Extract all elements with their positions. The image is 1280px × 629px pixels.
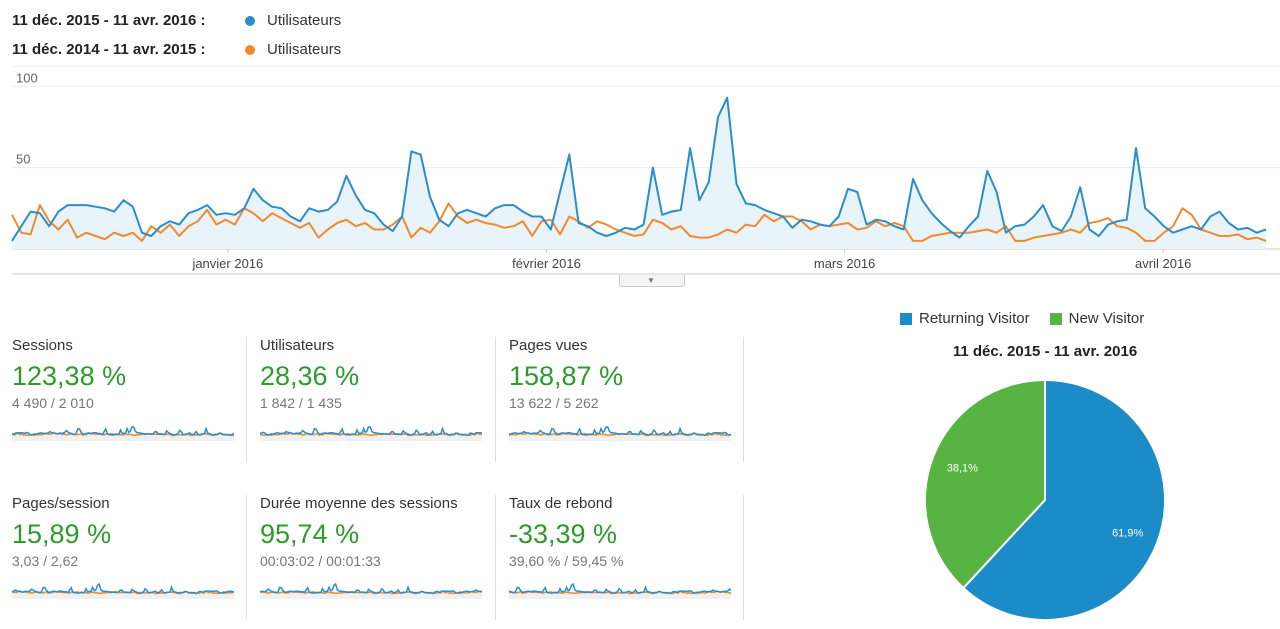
metric-sparkline	[260, 582, 482, 599]
pie-legend: Returning Visitor New Visitor	[900, 310, 1164, 327]
metric-name: Pages/session	[12, 495, 110, 512]
metric-change: -33,39 %	[509, 519, 618, 549]
legend-previous: 11 déc. 2014 - 11 avr. 2015 : Utilisateu…	[12, 41, 341, 58]
metric-change: 28,36 %	[260, 361, 360, 391]
sparkline-band	[509, 433, 731, 441]
metric-pages-per-session[interactable]: Pages/session 15,89 % 3,03 / 2,62	[12, 495, 246, 599]
metric-name: Taux de rebond	[509, 495, 613, 512]
sparkline-current	[260, 426, 482, 437]
sparkline-current	[12, 582, 234, 595]
series-line-current	[11, 96, 1267, 242]
users-line-chart[interactable]: 100 50 janvier 2016 février 2016 mars 2016 av…	[0, 66, 1280, 276]
legend-label-previous: Utilisateurs	[267, 41, 342, 58]
pie-legend-returning[interactable]: Returning Visitor	[900, 310, 1030, 327]
pie-legend-label: Returning Visitor	[919, 310, 1030, 327]
metric-change: 15,89 %	[12, 519, 112, 549]
metric-sparkline	[509, 582, 731, 599]
legend-label-current: Utilisateurs	[267, 12, 342, 29]
metric-sparkline	[509, 426, 731, 441]
metric-name: Utilisateurs	[260, 337, 335, 354]
sparkline-previous	[260, 431, 482, 437]
metric-sparkline	[12, 582, 234, 599]
pie-slice-label: 61,9%	[1112, 527, 1143, 539]
sparkline-previous	[260, 590, 482, 595]
chart-collapse-handle[interactable]: ▼	[619, 275, 685, 287]
sparkline-previous	[12, 431, 234, 437]
legend-swatch-green	[1049, 312, 1062, 325]
metric-sessions[interactable]: Sessions 123,38 % 4 490 / 2 010	[12, 337, 246, 441]
metric-comparison: 00:03:02 / 00:01:33	[260, 553, 381, 569]
y-tick-label: 50	[16, 152, 30, 167]
pie-slice-label: 38,1%	[947, 463, 978, 475]
metric-change: 123,38 %	[12, 361, 127, 391]
pie-legend-label: New Visitor	[1068, 310, 1145, 327]
metric-change: 95,74 %	[260, 519, 360, 549]
pie-title: 11 déc. 2015 - 11 avr. 2016	[952, 343, 1138, 360]
x-tick-label: janvier 2016	[191, 256, 263, 271]
metric-comparison: 4 490 / 2 010	[12, 395, 94, 411]
divider	[495, 495, 496, 620]
metric-name: Durée moyenne des sessions	[260, 495, 458, 512]
legend-dot-orange	[245, 44, 255, 55]
legend-dot-blue	[245, 15, 255, 26]
sparkline-current	[509, 582, 731, 595]
divider	[246, 337, 247, 462]
metric-comparison: 1 842 / 1 435	[260, 395, 342, 411]
metric-bounce-rate[interactable]: Taux de rebond -33,39 % 39,60 % / 59,45 …	[509, 495, 743, 599]
legend-swatch-blue	[900, 312, 912, 325]
sparkline-band	[12, 433, 234, 441]
x-tick-label: avril 2016	[1135, 256, 1191, 271]
series-line-previous	[11, 202, 1267, 242]
metric-sparkline	[12, 426, 234, 441]
sparkline-current	[12, 426, 234, 437]
legend-range-current: 11 déc. 2015 - 11 avr. 2016 :	[12, 12, 206, 29]
metric-name: Pages vues	[509, 337, 588, 354]
divider	[743, 495, 744, 620]
x-tick-label: février 2016	[512, 256, 581, 271]
legend-range-previous: 11 déc. 2014 - 11 avr. 2015 :	[12, 41, 206, 58]
legend-current: 11 déc. 2015 - 11 avr. 2016 : Utilisateu…	[12, 12, 341, 29]
x-tick-label: mars 2016	[814, 256, 875, 271]
metric-change: 158,87 %	[509, 361, 624, 391]
metric-pageviews[interactable]: Pages vues 158,87 % 13 622 / 5 262	[509, 337, 743, 441]
metric-name: Sessions	[12, 337, 73, 354]
metric-comparison: 39,60 % / 59,45 %	[509, 553, 624, 569]
metric-comparison: 3,03 / 2,62	[12, 553, 79, 569]
y-tick-label: 100	[16, 70, 38, 85]
sparkline-band	[260, 433, 482, 441]
pie-slice-returning-visitor	[961, 378, 1166, 621]
sparkline-band	[260, 591, 482, 599]
sparkline-current	[260, 582, 482, 595]
visitor-type-pie-chart[interactable]: 61,9% 38,1%	[920, 375, 1170, 625]
divider	[495, 337, 496, 462]
chevron-down-icon: ▼	[647, 276, 655, 285]
sparkline-current	[509, 426, 731, 437]
metric-avg-session-duration[interactable]: Durée moyenne des sessions 95,74 % 00:03…	[260, 495, 494, 599]
sparkline-band	[12, 591, 234, 599]
metric-comparison: 13 622 / 5 262	[509, 395, 599, 411]
metric-sparkline	[260, 426, 482, 441]
metric-users[interactable]: Utilisateurs 28,36 % 1 842 / 1 435	[260, 337, 494, 441]
divider	[743, 337, 744, 462]
sparkline-band	[509, 591, 731, 599]
divider	[246, 495, 247, 620]
pie-slice-new-visitor	[924, 378, 1046, 590]
pie-legend-new[interactable]: New Visitor	[1049, 310, 1145, 327]
